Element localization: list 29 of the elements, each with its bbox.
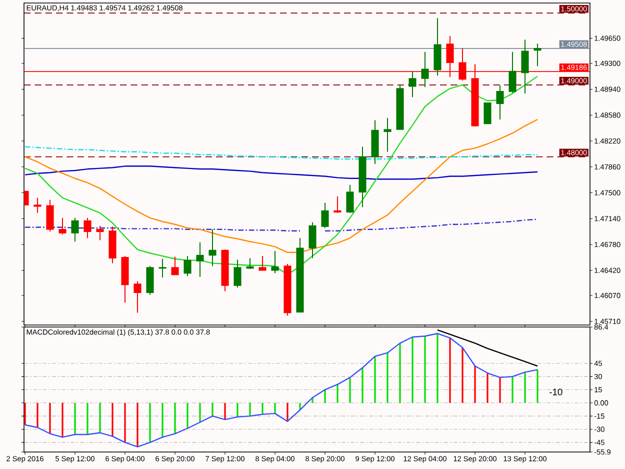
candlestick bbox=[84, 217, 92, 239]
candlestick bbox=[408, 70, 416, 98]
candlestick bbox=[496, 85, 504, 120]
candlestick bbox=[158, 258, 166, 278]
candlestick bbox=[234, 259, 242, 288]
candlestick bbox=[58, 217, 66, 235]
candlestick bbox=[246, 258, 254, 270]
candlestick bbox=[271, 250, 279, 274]
candlestick bbox=[208, 228, 216, 267]
candlestick bbox=[46, 199, 54, 232]
candlestick bbox=[484, 102, 492, 124]
candlestick bbox=[96, 225, 104, 241]
candlestick bbox=[171, 256, 179, 276]
candlestick bbox=[508, 51, 516, 94]
candlestick bbox=[534, 43, 542, 67]
candlestick bbox=[346, 184, 354, 214]
candlestick bbox=[521, 39, 529, 94]
text: -10 bbox=[550, 388, 562, 396]
candlestick bbox=[308, 222, 316, 259]
candlestick bbox=[384, 118, 392, 152]
candlestick bbox=[34, 197, 42, 214]
candlestick bbox=[134, 280, 142, 314]
candlestick bbox=[71, 217, 79, 242]
candlestick bbox=[196, 242, 204, 278]
candlestick bbox=[321, 202, 329, 228]
candlestick bbox=[421, 51, 429, 88]
candlestick bbox=[258, 256, 266, 271]
candlestick bbox=[334, 196, 342, 214]
candlestick bbox=[184, 256, 192, 277]
